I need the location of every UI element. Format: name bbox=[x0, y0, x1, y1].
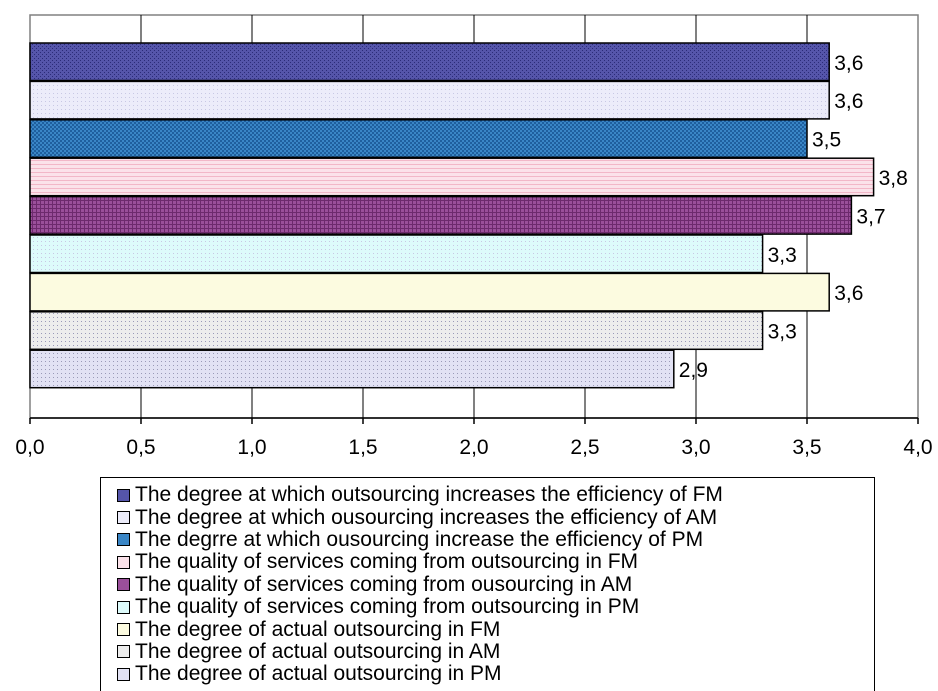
legend-label: The degree of actual outsourcing in FM bbox=[135, 617, 501, 641]
legend-swatch bbox=[117, 511, 130, 525]
legend-label: The degree of actual outsourcing in AM bbox=[135, 639, 501, 663]
legend-label: The quality of services coming from ouso… bbox=[135, 572, 633, 596]
x-tick-label: 3,5 bbox=[792, 436, 821, 459]
x-tick-label: 0,5 bbox=[126, 436, 155, 459]
bar bbox=[29, 349, 675, 389]
legend-item: The degree of actual outsourcing in FM bbox=[117, 618, 723, 640]
bar bbox=[29, 195, 853, 235]
legend-item: The degree of actual outsourcing in AM bbox=[117, 639, 723, 663]
x-axis: 0,0 0,5 1,0 1,5 2,0 2,5 3,0 3,5 4,0 bbox=[15, 417, 933, 459]
x-tick-label: 1,5 bbox=[348, 436, 377, 459]
x-tick-label: 2,5 bbox=[570, 436, 599, 459]
legend-swatch bbox=[117, 488, 130, 502]
bar bbox=[29, 119, 808, 159]
legend-item: The degree at which ousourcing increases… bbox=[117, 506, 723, 528]
data-label: 3,5 bbox=[812, 129, 841, 152]
legend-label: The quality of services coming from outs… bbox=[135, 595, 640, 619]
legend-swatch bbox=[117, 623, 130, 637]
x-tick-label: 2,0 bbox=[459, 436, 488, 459]
data-labels: 3,6 3,6 3,5 3,8 3,7 3,3 3,6 3,3 2,9 bbox=[679, 52, 908, 382]
x-tick-label: 1,0 bbox=[237, 436, 266, 459]
legend-swatch bbox=[117, 578, 130, 592]
data-label: 3,3 bbox=[768, 244, 797, 267]
legend-item: The quality of services coming from outs… bbox=[117, 551, 723, 573]
legend-swatch bbox=[117, 533, 130, 547]
data-label: 2,9 bbox=[679, 359, 708, 382]
bar-chart: 3,6 3,6 3,5 3,8 3,7 3,3 3,6 3,3 2,9 0,0 0,5 1,0 1,5… bbox=[15, 14, 933, 459]
data-label: 3,3 bbox=[768, 321, 797, 344]
data-label: 3,7 bbox=[856, 205, 885, 228]
legend-item: The quality of services coming from outs… bbox=[117, 596, 723, 618]
x-tick-label: 3,0 bbox=[681, 436, 710, 459]
bar bbox=[29, 80, 830, 120]
data-label: 3,6 bbox=[834, 90, 863, 113]
bar bbox=[29, 272, 830, 312]
data-label: 3,6 bbox=[834, 282, 863, 305]
x-tick-label: 0,0 bbox=[15, 436, 44, 459]
legend: The degree at which outsourcing increase… bbox=[100, 477, 875, 691]
legend-item: The degree at which outsourcing increase… bbox=[117, 484, 723, 506]
bar bbox=[29, 311, 764, 351]
legend-item: The quality of services coming from ouso… bbox=[117, 572, 723, 596]
legend-list: The degree at which outsourcing increase… bbox=[117, 484, 723, 686]
legend-swatch bbox=[117, 667, 130, 681]
bar bbox=[29, 42, 830, 82]
legend-label: The degree at which outsourcing increase… bbox=[135, 483, 723, 507]
data-label: 3,6 bbox=[834, 52, 863, 75]
legend-swatch bbox=[117, 645, 130, 659]
legend-swatch bbox=[117, 600, 130, 614]
legend-swatch bbox=[117, 555, 130, 569]
legend-label: The degree at which ousourcing increases… bbox=[135, 505, 718, 529]
legend-item: The degree of actual outsourcing in PM bbox=[117, 663, 723, 685]
bars bbox=[29, 42, 875, 389]
bar bbox=[29, 234, 764, 274]
legend-label: The quality of services coming from outs… bbox=[135, 550, 639, 574]
x-tick-label: 4,0 bbox=[903, 436, 932, 459]
legend-label: The degree of actual outsourcing in PM bbox=[135, 662, 502, 686]
data-label: 3,8 bbox=[879, 167, 908, 190]
bar bbox=[29, 157, 875, 197]
legend-item: The degrre at which ousourcing increase … bbox=[117, 527, 723, 551]
legend-label: The degrre at which ousourcing increase … bbox=[135, 527, 704, 551]
